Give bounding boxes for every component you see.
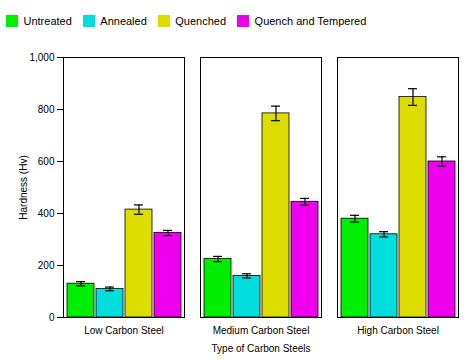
html-text:Quenched: Quenched [175, 14, 227, 27]
svg-text:1,000: 1,000 [29, 51, 54, 62]
svg-text:High Carbon Steel: High Carbon Steel [357, 324, 439, 335]
svg-text:Medium Carbon Steel: Medium Carbon Steel [213, 324, 310, 335]
html-text:Quench and Tempered: Quench and Tempered [254, 14, 367, 27]
svg-text:Hardness (Hv): Hardness (Hv) [18, 155, 29, 219]
svg-text:Type of Carbon Steels: Type of Carbon Steels [212, 342, 311, 353]
svg-text:200: 200 [38, 259, 55, 270]
html-text:Untreated: Untreated [23, 14, 72, 27]
svg-text:0: 0 [49, 311, 55, 322]
svg-text:800: 800 [38, 103, 55, 114]
html-text:Annealed: Annealed [100, 14, 147, 27]
svg-text:Low Carbon Steel: Low Carbon Steel [84, 324, 164, 335]
svg-text:600: 600 [38, 155, 55, 166]
svg-text:400: 400 [38, 207, 55, 218]
